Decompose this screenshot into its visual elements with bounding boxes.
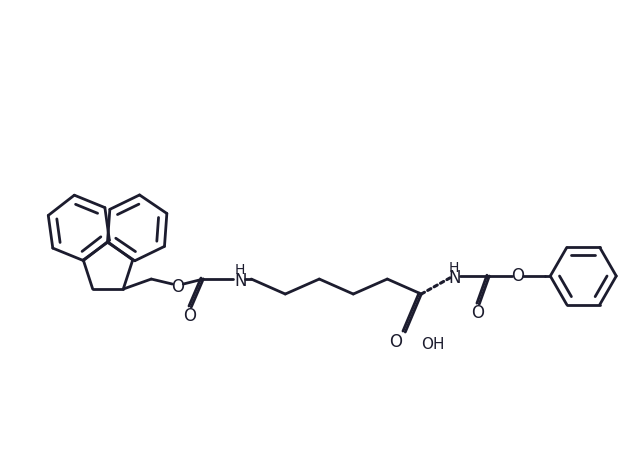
Text: O: O [183, 307, 196, 325]
Text: H: H [449, 261, 460, 275]
Text: O: O [471, 304, 484, 322]
Text: OH: OH [421, 337, 445, 352]
Text: H: H [235, 263, 246, 277]
Text: O: O [388, 333, 402, 351]
Text: N: N [234, 272, 246, 290]
Text: N: N [448, 269, 461, 287]
Text: O: O [511, 267, 524, 285]
Text: O: O [171, 278, 184, 296]
